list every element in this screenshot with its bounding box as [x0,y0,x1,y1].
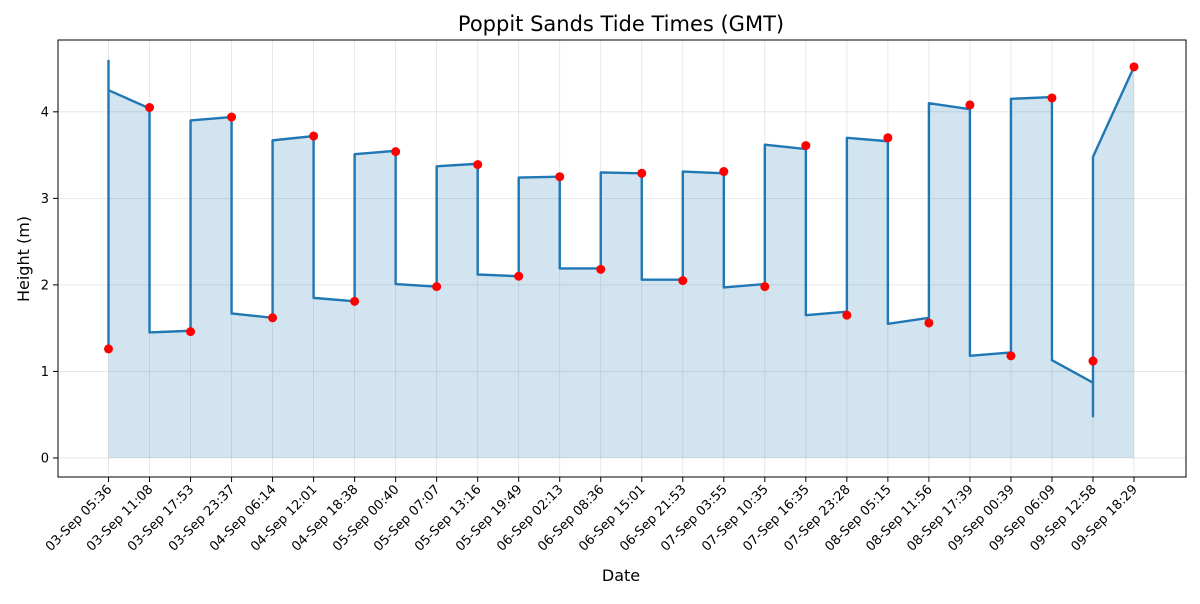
tide-point [760,282,770,292]
axes [53,39,1187,482]
tide-point [965,100,975,110]
y-tick-label: 2 [41,278,49,293]
tide-point [104,344,113,354]
plot-frame [57,39,1187,478]
tide-point [391,147,401,157]
y-tick-label: 3 [41,192,49,207]
tide-point [924,318,934,328]
chart-title: Poppit Sands Tide Times (GMT) [458,12,784,36]
y-tick-label: 1 [41,365,49,380]
tide-point [227,112,237,122]
tide-point [596,264,606,274]
tide-point [555,172,565,182]
tide-point [883,133,893,143]
tide-point [801,141,811,151]
tide-point [268,313,278,323]
tide-point [145,102,155,112]
tide-point [309,131,319,141]
tide-point [1088,356,1098,366]
tide-series-line [107,59,1136,418]
area-fill [108,60,1134,458]
tide-point [186,327,196,337]
tide-point [432,282,442,292]
tide-point [719,167,729,177]
marker-layer [104,62,1139,366]
x-axis-label: Date [602,566,640,585]
y-tick-label: 0 [41,451,49,466]
y-tick-label: 4 [41,105,49,120]
y-axis-label: Height (m) [14,216,33,302]
tide-point [1129,62,1139,72]
tide-point [1047,93,1057,103]
tide-point [514,271,524,281]
area-fill-layer [108,60,1134,458]
line-layer [107,59,1136,418]
tide-point [637,168,647,178]
tide-point [842,310,852,320]
tide-point [1006,351,1016,361]
tide-point [678,276,688,286]
tide-point [473,160,483,170]
tide-point [350,296,360,306]
